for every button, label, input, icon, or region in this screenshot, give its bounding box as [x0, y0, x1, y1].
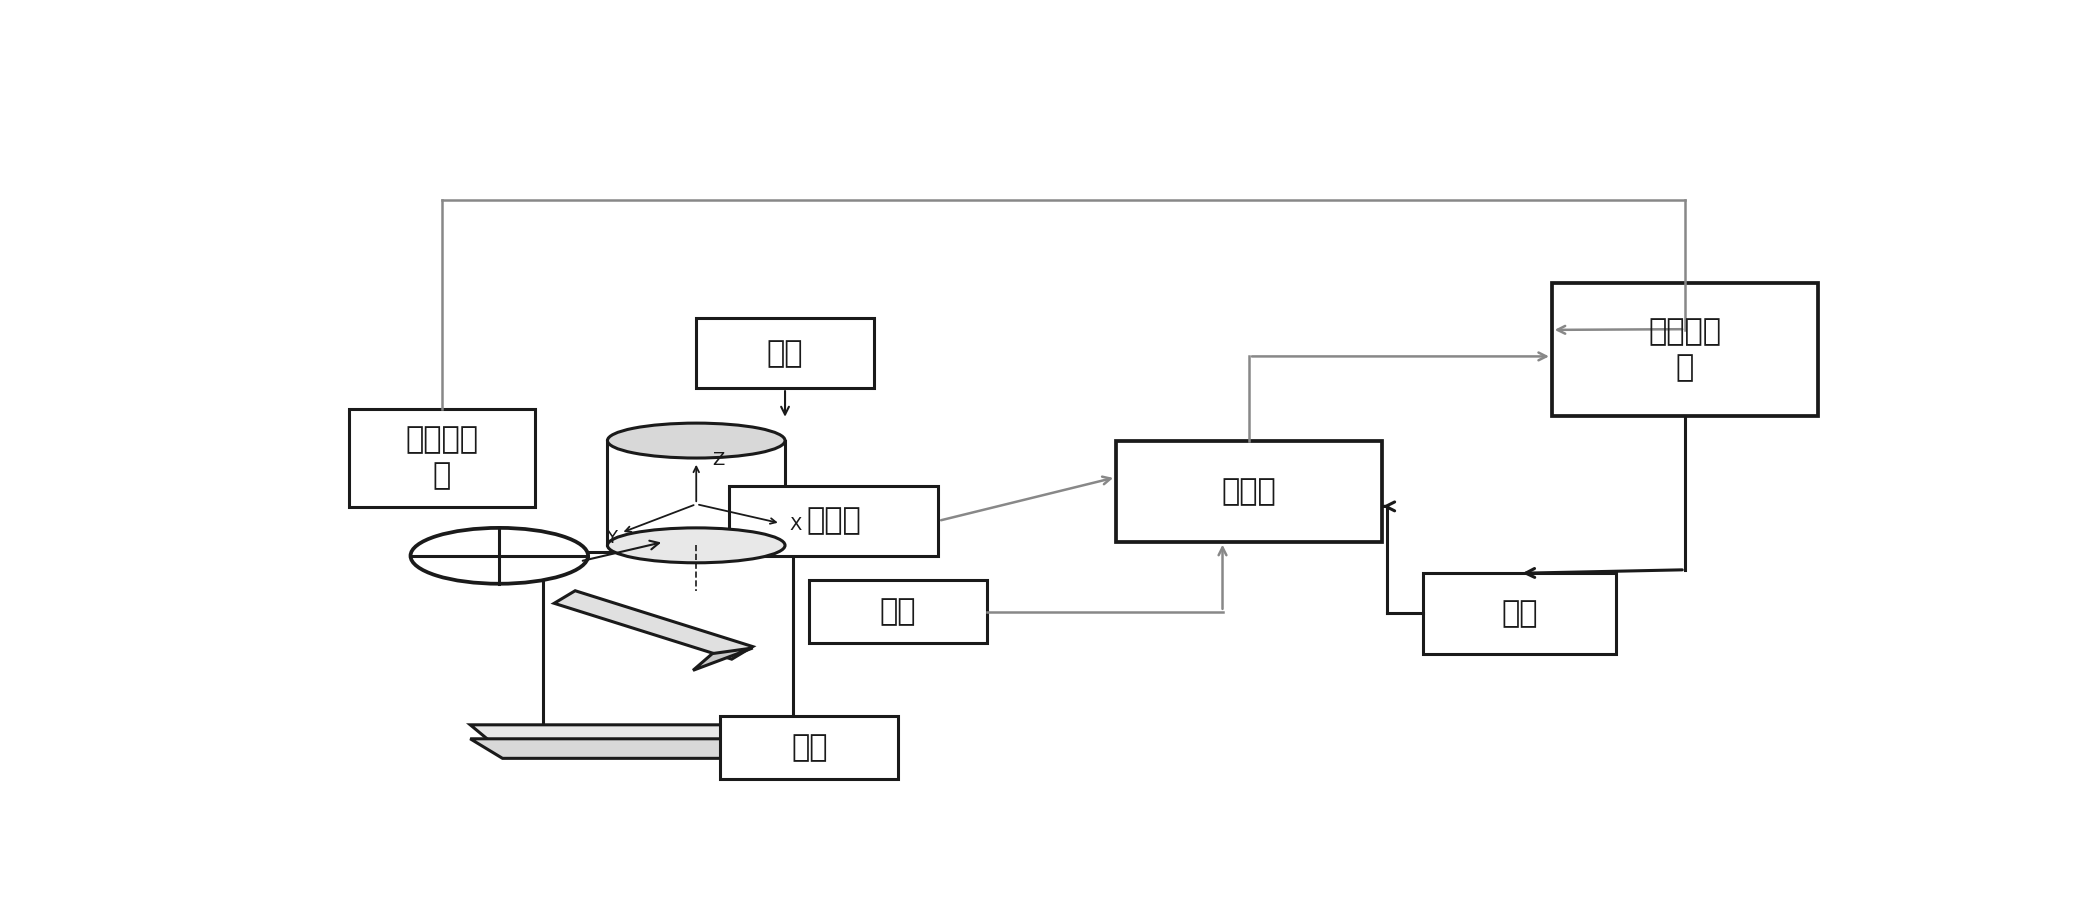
Polygon shape [554, 590, 752, 659]
Text: 扫描器: 扫描器 [806, 506, 860, 535]
Text: 数据采集
卡: 数据采集 卡 [1648, 317, 1721, 382]
Ellipse shape [410, 528, 587, 584]
Ellipse shape [608, 528, 785, 562]
Text: 样本: 样本 [792, 734, 827, 763]
Polygon shape [694, 648, 752, 670]
Bar [608, 441, 785, 545]
Text: 激光: 激光 [767, 339, 804, 367]
Bar [808, 580, 987, 643]
Ellipse shape [608, 423, 785, 458]
Bar [696, 318, 875, 388]
Bar [1423, 573, 1616, 654]
Bar [729, 486, 937, 556]
Bar [544, 552, 794, 741]
Text: 反馈: 反馈 [879, 597, 917, 626]
Bar [350, 409, 535, 507]
Text: X: X [789, 516, 802, 534]
Text: 控制器: 控制器 [1223, 477, 1277, 506]
Text: Y: Y [606, 529, 617, 547]
Polygon shape [471, 725, 842, 741]
Text: 电脑: 电脑 [1502, 599, 1537, 628]
Text: 激光检测
器: 激光检测 器 [406, 425, 479, 491]
Bar [1552, 283, 1818, 416]
Text: Z: Z [712, 451, 725, 469]
Bar [1116, 441, 1383, 541]
Polygon shape [471, 739, 842, 758]
Bar [721, 717, 898, 779]
